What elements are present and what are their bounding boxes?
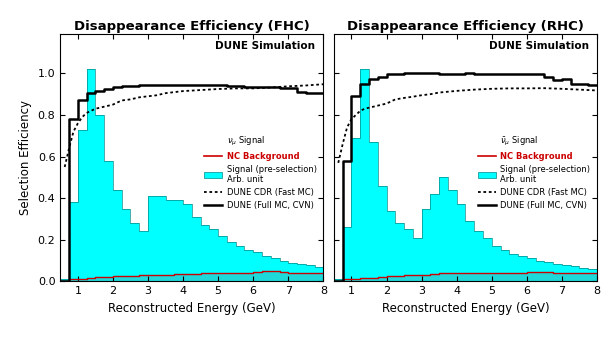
Y-axis label: Selection Efficiency: Selection Efficiency bbox=[19, 100, 32, 215]
X-axis label: Reconstructed Energy (GeV): Reconstructed Energy (GeV) bbox=[108, 302, 276, 315]
Legend: $\bar{\nu}_{\mu}$ Signal, NC Background, Signal (pre-selection)
Arb. unit, DUNE : $\bar{\nu}_{\mu}$ Signal, NC Background,… bbox=[478, 135, 590, 210]
Title: Disappearance Efficiency (FHC): Disappearance Efficiency (FHC) bbox=[74, 20, 310, 33]
Title: Disappearance Efficiency (RHC): Disappearance Efficiency (RHC) bbox=[347, 20, 584, 33]
X-axis label: Reconstructed Energy (GeV): Reconstructed Energy (GeV) bbox=[382, 302, 549, 315]
Legend: $\nu_{\mu}$ Signal, NC Background, Signal (pre-selection)
Arb. unit, DUNE CDR (F: $\nu_{\mu}$ Signal, NC Background, Signa… bbox=[204, 135, 317, 210]
Text: DUNE Simulation: DUNE Simulation bbox=[215, 41, 315, 51]
Text: DUNE Simulation: DUNE Simulation bbox=[489, 41, 589, 51]
